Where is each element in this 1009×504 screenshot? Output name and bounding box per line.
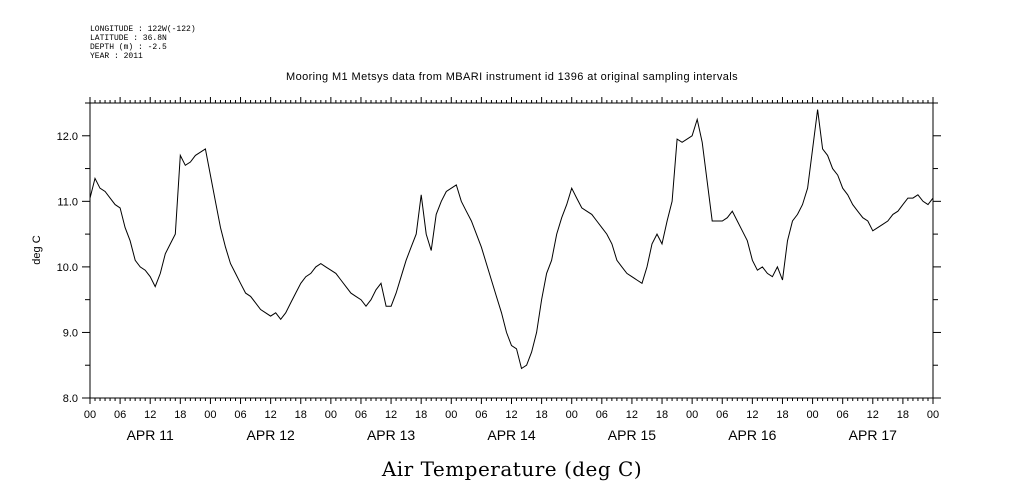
x-tick-label: 12 [505, 409, 517, 421]
latitude-label: LATITUDE : 36.8N [90, 34, 167, 43]
y-tick-label: 11.0 [57, 196, 78, 208]
x-tick-label: 06 [475, 409, 487, 421]
day-label: APR 16 [728, 427, 776, 443]
chart-title: Mooring M1 Metsys data from MBARI instru… [286, 71, 738, 83]
day-label: APR 11 [127, 427, 174, 443]
x-tick-label: 06 [837, 409, 849, 421]
y-tick-label: 8.0 [63, 393, 78, 405]
x-tick-label: 06 [355, 409, 367, 421]
x-tick-label: 06 [234, 409, 246, 421]
x-tick-label: 12 [144, 409, 156, 421]
x-tick-label: 18 [415, 409, 427, 421]
x-tick-label: 06 [114, 409, 126, 421]
year-label: YEAR : 2011 [90, 52, 143, 61]
x-tick-label: 00 [686, 409, 698, 421]
x-tick-label: 00 [84, 409, 96, 421]
y-tick-label: 12.0 [57, 131, 78, 143]
x-tick-label: 12 [385, 409, 397, 421]
x-tick-label: 00 [566, 409, 578, 421]
x-tick-label: 00 [445, 409, 457, 421]
x-tick-label: 12 [746, 409, 758, 421]
longitude-label: LONGITUDE : 122W(-122) [90, 25, 196, 34]
x-tick-label: 18 [174, 409, 186, 421]
day-label: APR 15 [608, 427, 656, 443]
x-tick-label: 00 [927, 409, 939, 421]
y-axis-label: deg C [31, 235, 43, 264]
x-axis-label: Air Temperature (deg C) [381, 457, 642, 481]
x-tick-label: 12 [867, 409, 879, 421]
x-tick-label: 18 [656, 409, 668, 421]
day-label: APR 13 [367, 427, 415, 443]
x-tick-label: 12 [626, 409, 638, 421]
x-tick-label: 00 [325, 409, 337, 421]
day-label: APR 17 [849, 427, 897, 443]
y-tick-label: 10.0 [57, 262, 78, 274]
plot-frame [89, 102, 934, 399]
y-tick-label: 9.0 [63, 327, 78, 339]
x-tick-label: 00 [204, 409, 216, 421]
x-tick-label: 18 [535, 409, 547, 421]
day-label: APR 14 [487, 427, 535, 443]
x-tick-label: 12 [265, 409, 277, 421]
day-label: APR 12 [247, 427, 295, 443]
x-tick-label: 18 [295, 409, 307, 421]
x-tick-label: 18 [776, 409, 788, 421]
depth-label: DEPTH (m) : -2.5 [90, 43, 167, 52]
x-tick-label: 00 [806, 409, 818, 421]
x-tick-label: 06 [596, 409, 608, 421]
series-line [89, 109, 934, 370]
metadata-block: LONGITUDE : 122W(-122) LATITUDE : 36.8N … [90, 25, 196, 61]
tick-labels: 00 06 12 18 00 06 12 18 00 06 12 18 00 06 12 18 00 06 12 18… [57, 131, 940, 443]
x-tick-label: 18 [897, 409, 909, 421]
tick-marks [82, 97, 941, 404]
x-tick-label: 06 [716, 409, 728, 421]
